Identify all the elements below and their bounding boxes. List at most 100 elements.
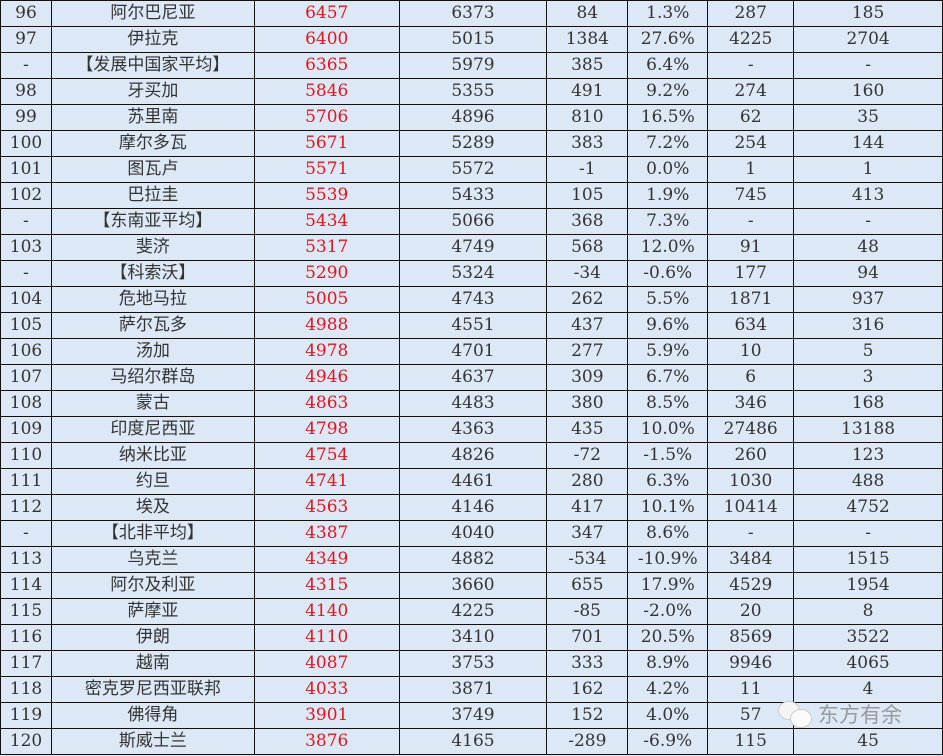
change-cell: 280	[546, 468, 629, 495]
sub-total-cell: 168	[793, 390, 943, 417]
total-cell: -	[707, 520, 795, 547]
table-row: 107 马绍尔群岛 4946 4637 309 6.7% 6 3	[0, 364, 943, 391]
table-row: 105 萨尔瓦多 4988 4551 437 9.6% 634 316	[0, 312, 943, 339]
change-pct-cell: 8.5%	[627, 390, 709, 417]
rank-cell: 101	[0, 156, 52, 183]
rank-cell: -	[0, 52, 52, 79]
sub-total-cell: 8	[793, 598, 943, 625]
prev-value-cell: 5324	[398, 260, 548, 287]
value-cell: 5005	[253, 286, 400, 313]
rank-cell: 98	[0, 78, 52, 105]
country-cell: 汤加	[50, 338, 255, 365]
sub-total-cell: 1	[793, 156, 943, 183]
change-cell: 105	[546, 182, 629, 209]
country-cell: 伊朗	[50, 624, 255, 651]
country-cell: 斯威士兰	[50, 728, 255, 755]
sub-total-cell: -	[793, 208, 943, 235]
prev-value-cell: 4743	[398, 286, 548, 313]
table-row: 104 危地马拉 5005 4743 262 5.5% 1871 937	[0, 286, 943, 313]
table-row: 101 图瓦卢 5571 5572 -1 0.0% 1 1	[0, 156, 943, 183]
total-cell: -	[707, 208, 795, 235]
prev-value-cell: 5015	[398, 26, 548, 53]
prev-value-cell: 4551	[398, 312, 548, 339]
change-cell: 383	[546, 130, 629, 157]
sub-total-cell: 123	[793, 442, 943, 469]
sub-total-cell: 488	[793, 468, 943, 495]
sub-total-cell: 1515	[793, 546, 943, 573]
country-cell: 【东南亚平均】	[50, 208, 255, 235]
total-cell: 1	[707, 156, 795, 183]
country-cell: 蒙古	[50, 390, 255, 417]
value-cell: 5539	[253, 182, 400, 209]
value-cell: 5671	[253, 130, 400, 157]
country-cell: 图瓦卢	[50, 156, 255, 183]
table-row: 103 斐济 5317 4749 568 12.0% 91 48	[0, 234, 943, 261]
total-cell: 57	[707, 702, 795, 729]
change-cell: 1384	[546, 26, 629, 53]
change-cell: 491	[546, 78, 629, 105]
value-cell: 4140	[253, 598, 400, 625]
value-cell: 5317	[253, 234, 400, 261]
table-row: 112 埃及 4563 4146 417 10.1% 10414 4752	[0, 494, 943, 521]
change-cell: 701	[546, 624, 629, 651]
country-cell: 摩尔多瓦	[50, 130, 255, 157]
change-cell: 152	[546, 702, 629, 729]
prev-value-cell: 4896	[398, 104, 548, 131]
sub-total-cell: 413	[793, 182, 943, 209]
table-row: 118 密克罗尼西亚联邦 4033 3871 162 4.2% 11 4	[0, 676, 943, 703]
prev-value-cell: 4882	[398, 546, 548, 573]
sub-total-cell: 3	[793, 364, 943, 391]
value-cell: 6365	[253, 52, 400, 79]
change-pct-cell: 1.3%	[627, 0, 709, 27]
rank-cell: -	[0, 208, 52, 235]
total-cell: 115	[707, 728, 795, 755]
sub-total-cell: 160	[793, 78, 943, 105]
total-cell: 8569	[707, 624, 795, 651]
sub-total-cell: 2704	[793, 26, 943, 53]
rank-cell: 111	[0, 468, 52, 495]
country-cell: 牙买加	[50, 78, 255, 105]
value-cell: 4741	[253, 468, 400, 495]
country-cell: 马绍尔群岛	[50, 364, 255, 391]
total-cell: 260	[707, 442, 795, 469]
value-cell: 4110	[253, 624, 400, 651]
prev-value-cell: 5433	[398, 182, 548, 209]
rank-cell: 100	[0, 130, 52, 157]
change-pct-cell: 5.9%	[627, 338, 709, 365]
table-row: 117 越南 4087 3753 333 8.9% 9946 4065	[0, 650, 943, 677]
change-cell: 385	[546, 52, 629, 79]
total-cell: 10	[707, 338, 795, 365]
change-cell: 162	[546, 676, 629, 703]
change-pct-cell: 10.0%	[627, 416, 709, 443]
prev-value-cell: 3410	[398, 624, 548, 651]
change-pct-cell: -1.5%	[627, 442, 709, 469]
sub-total-cell: 937	[793, 286, 943, 313]
country-cell: 巴拉圭	[50, 182, 255, 209]
table-row: 110 纳米比亚 4754 4826 -72 -1.5% 260 123	[0, 442, 943, 469]
change-pct-cell: 1.9%	[627, 182, 709, 209]
country-cell: 萨尔瓦多	[50, 312, 255, 339]
value-cell: 4798	[253, 416, 400, 443]
table-row: 116 伊朗 4110 3410 701 20.5% 8569 3522	[0, 624, 943, 651]
table-row: 106 汤加 4978 4701 277 5.9% 10 5	[0, 338, 943, 365]
rank-cell: 108	[0, 390, 52, 417]
change-cell: -1	[546, 156, 629, 183]
total-cell: -	[707, 52, 795, 79]
total-cell: 346	[707, 390, 795, 417]
table-row: - 【科索沃】 5290 5324 -34 -0.6% 177 94	[0, 260, 943, 287]
prev-value-cell: 4225	[398, 598, 548, 625]
rank-cell: 102	[0, 182, 52, 209]
prev-value-cell: 5572	[398, 156, 548, 183]
total-cell: 6	[707, 364, 795, 391]
value-cell: 4946	[253, 364, 400, 391]
value-cell: 5571	[253, 156, 400, 183]
total-cell: 9946	[707, 650, 795, 677]
sub-total-cell: 35	[793, 104, 943, 131]
rank-cell: 103	[0, 234, 52, 261]
prev-value-cell: 4146	[398, 494, 548, 521]
prev-value-cell: 3753	[398, 650, 548, 677]
change-pct-cell: 10.1%	[627, 494, 709, 521]
change-pct-cell: -0.6%	[627, 260, 709, 287]
change-pct-cell: 5.5%	[627, 286, 709, 313]
